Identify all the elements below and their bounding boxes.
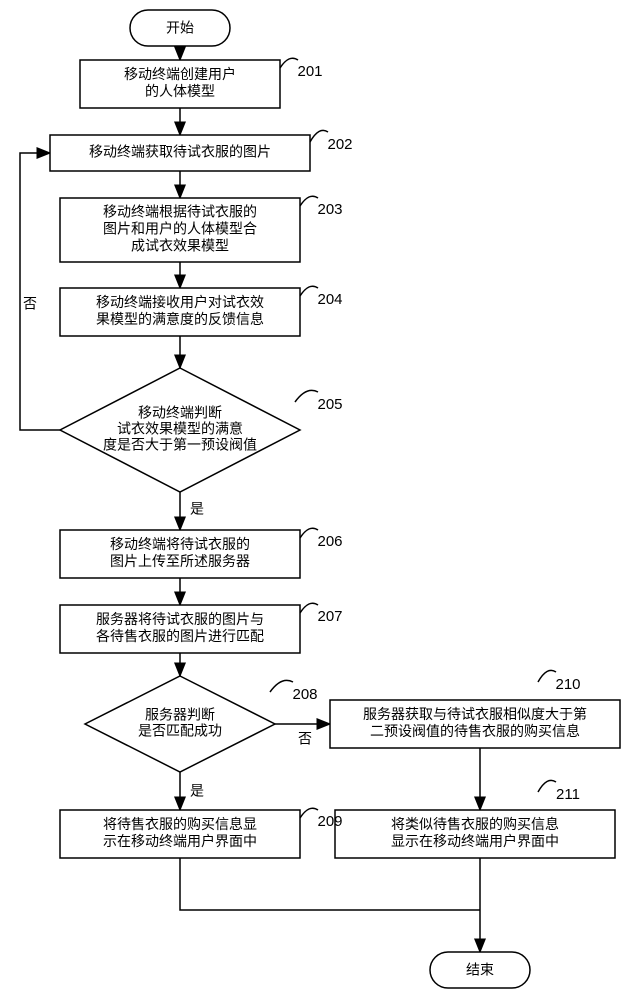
edge-label-yes_205: 是 (190, 501, 204, 517)
svg-text:移动终端获取待试衣服的图片: 移动终端获取待试衣服的图片 (89, 144, 271, 160)
callout-204 (300, 286, 318, 296)
callout-208 (270, 680, 293, 692)
decision-205: 移动终端判断试衣效果模型的满意度是否大于第一预设阀值 (60, 368, 300, 492)
svg-text:服务器将待试衣服的图片与: 服务器将待试衣服的图片与 (96, 611, 264, 627)
callout-206 (300, 528, 318, 538)
flow-arrow (20, 153, 60, 430)
callout-201 (280, 58, 298, 68)
svg-text:各待售衣服的图片进行匹配: 各待售衣服的图片进行匹配 (96, 628, 264, 644)
callout-205 (295, 390, 318, 402)
step-label-201: 201 (297, 63, 322, 80)
step-label-205: 205 (317, 396, 342, 413)
step-label-211: 211 (556, 786, 580, 803)
process-204: 移动终端接收用户对试衣效果模型的满意度的反馈信息 (60, 288, 300, 336)
svg-text:服务器获取与待试衣服相似度大于第: 服务器获取与待试衣服相似度大于第 (363, 706, 587, 722)
callout-203 (300, 196, 318, 206)
process-202: 移动终端获取待试衣服的图片 (50, 135, 310, 171)
decision-208: 服务器判断是否匹配成功 (85, 676, 275, 772)
svg-text:移动终端将待试衣服的: 移动终端将待试衣服的 (110, 536, 250, 552)
svg-text:图片和用户的人体模型合: 图片和用户的人体模型合 (103, 221, 257, 237)
svg-text:显示在移动终端用户界面中: 显示在移动终端用户界面中 (391, 833, 559, 849)
callout-209 (300, 808, 318, 818)
svg-text:移动终端创建用户: 移动终端创建用户 (124, 66, 236, 82)
callout-202 (310, 130, 328, 142)
step-label-204: 204 (317, 291, 342, 308)
edge-label-no_205: 否 (23, 296, 37, 312)
svg-text:结束: 结束 (466, 962, 494, 978)
svg-text:示在移动终端用户界面中: 示在移动终端用户界面中 (103, 833, 257, 849)
svg-text:试衣效果模型的满意: 试衣效果模型的满意 (117, 421, 243, 437)
callout-211 (538, 780, 556, 792)
process-201: 移动终端创建用户的人体模型 (80, 60, 280, 108)
svg-text:将类似待售衣服的购买信息: 将类似待售衣服的购买信息 (391, 816, 559, 832)
edge-label-yes_208: 是 (190, 783, 204, 799)
callout-210 (538, 670, 556, 682)
process-203: 移动终端根据待试衣服的图片和用户的人体模型合成试衣效果模型 (60, 198, 300, 262)
svg-text:果模型的满意度的反馈信息: 果模型的满意度的反馈信息 (96, 311, 264, 327)
flow-arrow (180, 858, 480, 910)
step-label-202: 202 (327, 136, 352, 153)
process-211: 将类似待售衣服的购买信息显示在移动终端用户界面中 (335, 810, 615, 858)
step-label-207: 207 (317, 608, 342, 625)
svg-text:度是否大于第一预设阀值: 度是否大于第一预设阀值 (103, 437, 257, 453)
step-label-206: 206 (317, 533, 342, 550)
svg-text:二预设阀值的待售衣服的购买信息: 二预设阀值的待售衣服的购买信息 (370, 723, 580, 739)
step-label-208: 208 (292, 686, 317, 703)
svg-text:是否匹配成功: 是否匹配成功 (138, 723, 222, 739)
svg-text:开始: 开始 (166, 20, 194, 36)
svg-text:移动终端判断: 移动终端判断 (138, 405, 222, 421)
svg-text:服务器判断: 服务器判断 (145, 707, 215, 723)
step-label-210: 210 (555, 676, 580, 693)
svg-text:的人体模型: 的人体模型 (145, 83, 215, 99)
svg-text:将待售衣服的购买信息显: 将待售衣服的购买信息显 (103, 816, 257, 832)
process-207: 服务器将待试衣服的图片与各待售衣服的图片进行匹配 (60, 605, 300, 653)
process-210: 服务器获取与待试衣服相似度大于第二预设阀值的待售衣服的购买信息 (330, 700, 620, 748)
svg-text:移动终端接收用户对试衣效: 移动终端接收用户对试衣效 (96, 294, 264, 310)
svg-text:成试衣效果模型: 成试衣效果模型 (131, 238, 229, 254)
process-209: 将待售衣服的购买信息显示在移动终端用户界面中 (60, 810, 300, 858)
svg-text:图片上传至所述服务器: 图片上传至所述服务器 (110, 553, 250, 569)
edge-label-no_208: 否 (298, 731, 312, 747)
step-label-209: 209 (317, 813, 342, 830)
svg-text:移动终端根据待试衣服的: 移动终端根据待试衣服的 (103, 204, 257, 220)
process-206: 移动终端将待试衣服的图片上传至所述服务器 (60, 530, 300, 578)
start-terminal: 开始 (130, 10, 230, 46)
callout-207 (300, 603, 318, 613)
step-label-203: 203 (317, 201, 342, 218)
end-terminal: 结束 (430, 952, 530, 988)
